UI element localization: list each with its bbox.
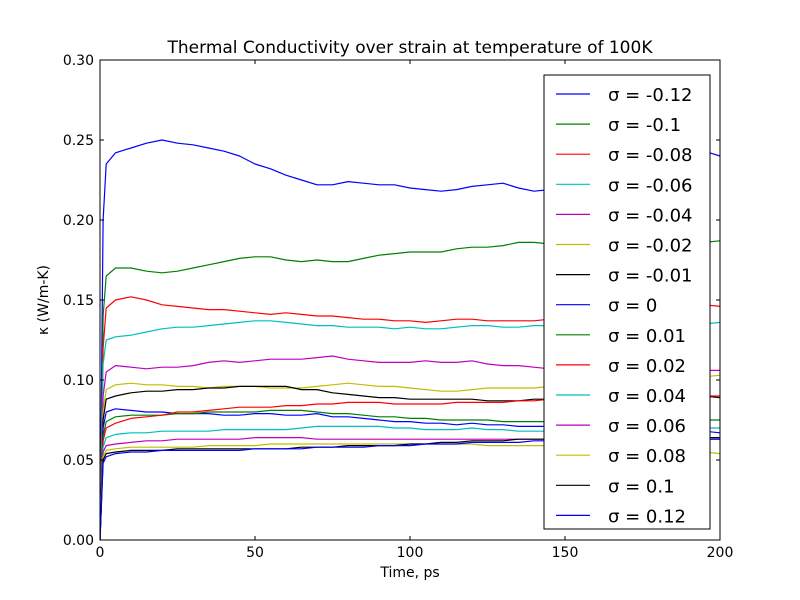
y-tick-label: 0.25 xyxy=(63,133,94,149)
y-tick-label: 0.00 xyxy=(63,533,94,549)
legend-label: σ = -0.12 xyxy=(608,85,693,106)
legend-label: σ = -0.02 xyxy=(608,236,693,257)
x-tick-label: 50 xyxy=(246,545,264,561)
y-tick-label: 0.05 xyxy=(63,453,94,469)
legend-box xyxy=(543,74,711,530)
x-tick-label: 200 xyxy=(707,545,734,561)
plot-frame xyxy=(99,59,721,541)
legend-label: σ = 0.12 xyxy=(608,506,686,527)
legend-label: σ = 0.06 xyxy=(608,416,686,437)
chart-title: Thermal Conductivity over strain at temp… xyxy=(167,38,654,58)
x-tick-labels: 0 50 100 150 200 xyxy=(96,545,734,561)
y-tick-labels: 0.00 0.05 0.10 0.15 0.20 0.25 0.30 xyxy=(63,53,94,549)
y-axis-label: κ (W/m-K) xyxy=(36,265,52,335)
legend-label: σ = 0 xyxy=(608,296,657,317)
legend-label: σ = 0.02 xyxy=(608,356,686,377)
legend: σ = -0.12 σ = -0.1 σ = -0.08 σ = -0.06 σ = -… xyxy=(543,74,711,530)
y-tick-label: 0.15 xyxy=(63,293,94,309)
x-tick-label: 100 xyxy=(397,545,424,561)
legend-label: σ = -0.08 xyxy=(608,145,693,166)
x-tick-label: 0 xyxy=(96,545,105,561)
legend-label: σ = -0.04 xyxy=(608,205,693,226)
legend-label: σ = 0.04 xyxy=(608,386,686,407)
x-tick-label: 150 xyxy=(552,545,579,561)
legend-label: σ = -0.1 xyxy=(608,115,681,136)
y-tick-label: 0.10 xyxy=(63,373,94,389)
x-axis-label: Time, ps xyxy=(379,565,439,581)
legend-label: σ = -0.01 xyxy=(608,266,693,287)
legend-label: σ = 0.01 xyxy=(608,326,686,347)
y-tick-label: 0.30 xyxy=(63,53,94,69)
legend-label: σ = -0.06 xyxy=(608,175,693,196)
legend-label: σ = 0.08 xyxy=(608,446,686,467)
legend-label: σ = 0.1 xyxy=(608,476,675,497)
y-tick-label: 0.20 xyxy=(63,213,94,229)
